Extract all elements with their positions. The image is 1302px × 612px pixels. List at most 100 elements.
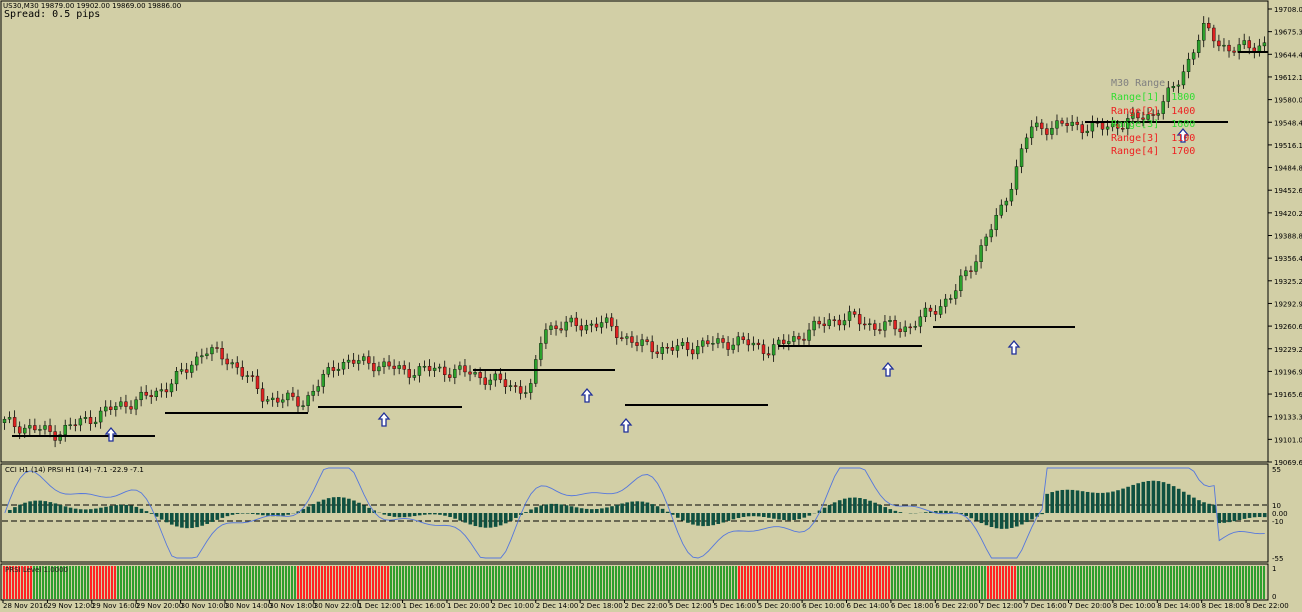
- candle-body: [579, 325, 584, 331]
- signal-bar: [291, 566, 293, 599]
- signal-bar: [1182, 566, 1184, 599]
- indicator-bar: [923, 512, 928, 513]
- candle-body: [908, 326, 912, 329]
- signal-bar: [729, 566, 731, 599]
- candle-body: [341, 362, 346, 370]
- indicator-bar: [1055, 490, 1060, 513]
- signal-bar: [561, 566, 563, 599]
- candle-body: [1126, 118, 1130, 129]
- candle-body: [463, 365, 467, 373]
- signal-bar: [1242, 566, 1244, 599]
- candle-body: [48, 425, 52, 432]
- signal-bar: [1053, 566, 1055, 599]
- range-value: 1800: [1159, 92, 1196, 103]
- candle-body: [954, 290, 958, 299]
- signal-bar: [786, 566, 788, 599]
- range-line-text: Range[3] 1100: [1111, 133, 1195, 144]
- signal-bar: [348, 566, 350, 599]
- candle-body: [923, 307, 928, 318]
- signal-bar: [54, 566, 56, 599]
- time-axis-label: 2 Dec 18:00: [580, 602, 623, 610]
- time-axis-label: 8 Dec 22:00: [1246, 602, 1289, 610]
- candle-body: [437, 366, 442, 369]
- indicator-bar: [1161, 482, 1166, 513]
- indicator-bar: [574, 507, 579, 513]
- signal-bar: [597, 566, 599, 599]
- candle-body: [847, 311, 852, 321]
- signal-bar: [843, 566, 845, 599]
- indicator-bar: [939, 510, 943, 513]
- signal-bar: [1119, 566, 1121, 599]
- signal-bar: [819, 566, 821, 599]
- signal-bar: [1014, 566, 1016, 599]
- signal-bar: [60, 566, 62, 599]
- signal-bar: [396, 566, 398, 599]
- price-axis-label: 19388.85: [1274, 233, 1302, 241]
- indicator-bar: [979, 513, 984, 524]
- candle-body: [468, 371, 472, 375]
- signal-bar: [228, 566, 230, 599]
- signal-bar: [1065, 566, 1067, 599]
- candle-body: [407, 369, 411, 378]
- signal-bar: [939, 566, 941, 599]
- candle-body: [276, 397, 280, 403]
- candle-body: [169, 383, 174, 393]
- signal-bar: [138, 566, 140, 599]
- indicator-bar: [448, 513, 452, 518]
- candle-body: [736, 336, 740, 346]
- indicator-bar: [306, 506, 311, 513]
- signal-bar: [852, 566, 854, 599]
- candle-body: [549, 325, 553, 330]
- signal-bar: [1251, 566, 1253, 599]
- signal-bar: [39, 566, 41, 599]
- signal-bar: [27, 566, 29, 599]
- signal-bar: [252, 566, 254, 599]
- signal-bar: [1107, 566, 1109, 599]
- candle-body: [103, 406, 108, 412]
- signal-bar: [1188, 566, 1190, 599]
- signal-bar: [324, 566, 326, 599]
- indicator-bar: [584, 508, 589, 513]
- indicator-bar: [797, 513, 802, 520]
- signal-bar: [666, 566, 668, 599]
- signal-bar: [15, 566, 17, 599]
- candle-body: [109, 406, 113, 410]
- signal-bar: [831, 566, 833, 599]
- signal-bar: [255, 566, 257, 599]
- signal-bar: [888, 566, 890, 599]
- candle-body: [1110, 123, 1115, 128]
- candle-body: [1080, 124, 1084, 133]
- signal-bar: [189, 566, 191, 599]
- indicator-bar: [1212, 504, 1216, 513]
- signal-bar: [267, 566, 269, 599]
- signal-bar: [417, 566, 419, 599]
- signal-bar: [1170, 566, 1172, 599]
- candle-body: [928, 307, 933, 312]
- candle-body: [1014, 166, 1019, 190]
- indicator-bar: [119, 504, 123, 513]
- signal-bar: [459, 566, 461, 599]
- indicator-bar: [1136, 483, 1141, 513]
- signal-bar: [195, 566, 197, 599]
- indicator-bar: [888, 509, 893, 513]
- candle-body: [119, 401, 123, 407]
- signal-bar: [957, 566, 959, 599]
- indicator-bar: [422, 513, 427, 515]
- candle-body: [771, 344, 776, 356]
- signal-bar: [864, 566, 866, 599]
- candle-body: [306, 395, 310, 406]
- signal-bar: [1098, 566, 1100, 599]
- candle-body: [291, 392, 295, 397]
- indicator-bar: [1192, 497, 1196, 513]
- candle-body: [1212, 27, 1216, 42]
- candle-body: [58, 434, 62, 441]
- signal-bar: [462, 566, 464, 599]
- candle-body: [797, 336, 801, 340]
- indicator-bar: [78, 509, 83, 513]
- signal-bar: [756, 566, 758, 599]
- candle-body: [1202, 23, 1206, 41]
- signal-bar: [1074, 566, 1076, 599]
- signal-bar: [183, 566, 185, 599]
